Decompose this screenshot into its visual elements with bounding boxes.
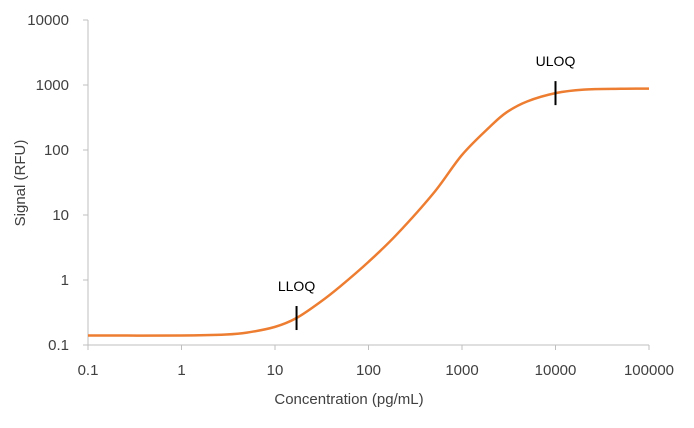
- y-tick-label: 0.1: [48, 337, 69, 354]
- x-tick-label: 1: [177, 362, 185, 379]
- uloq-label: ULOQ: [536, 53, 576, 69]
- lloq-label: LLOQ: [278, 278, 315, 294]
- y-tick-label: 10: [52, 207, 69, 224]
- series-line: [87, 87, 650, 337]
- y-axis-title: Signal (RFU): [12, 140, 29, 227]
- x-tick-label: 0.1: [78, 362, 99, 379]
- y-tick-label: 1000: [36, 77, 69, 94]
- y-tick-label: 100: [44, 142, 69, 159]
- x-axis-title: Concentration (pg/mL): [274, 391, 423, 408]
- x-tick-label: 10: [267, 362, 284, 379]
- x-tick-label: 1000: [445, 362, 478, 379]
- y-tick-label: 1: [61, 272, 69, 289]
- x-tick-label: 100000: [624, 362, 674, 379]
- y-tick-label: 10000: [27, 12, 69, 29]
- x-tick-label: 10000: [535, 362, 577, 379]
- x-tick-label: 100: [356, 362, 381, 379]
